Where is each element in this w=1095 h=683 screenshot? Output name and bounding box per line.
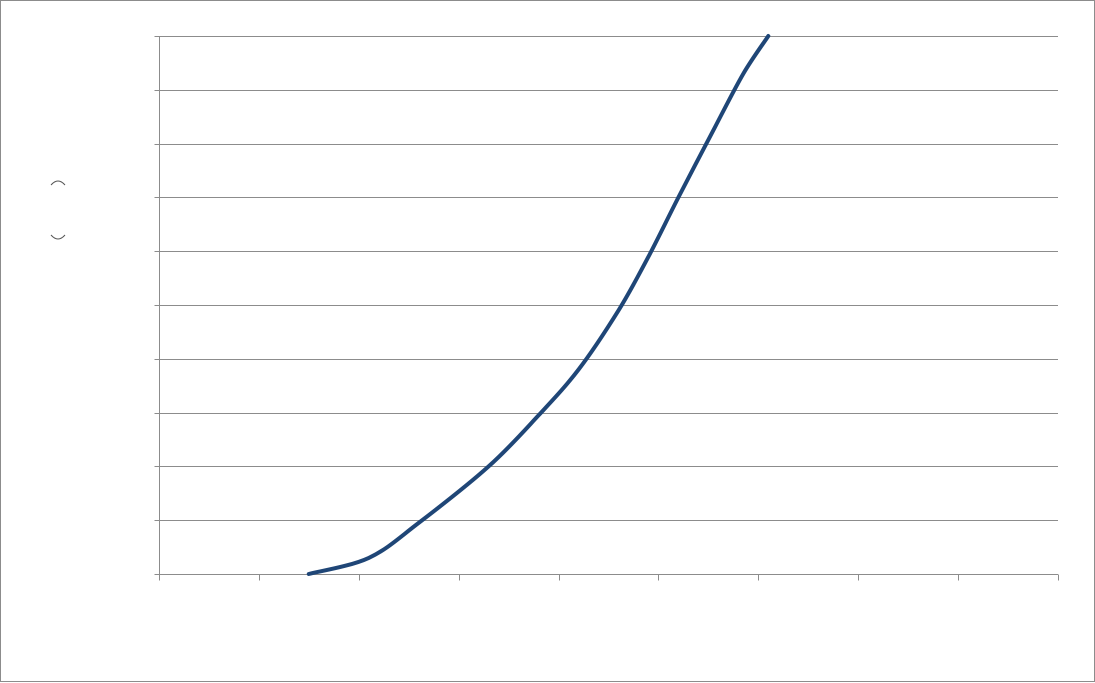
series-lines: [306, 34, 771, 576]
y-axis-label: [50, 180, 66, 240]
y-axis-label-close-paren: [50, 234, 66, 240]
gridlines: [159, 36, 1058, 521]
series-line-0: [306, 34, 771, 576]
axes: [154, 36, 1059, 581]
y-axis-label-open-paren: [50, 180, 66, 186]
